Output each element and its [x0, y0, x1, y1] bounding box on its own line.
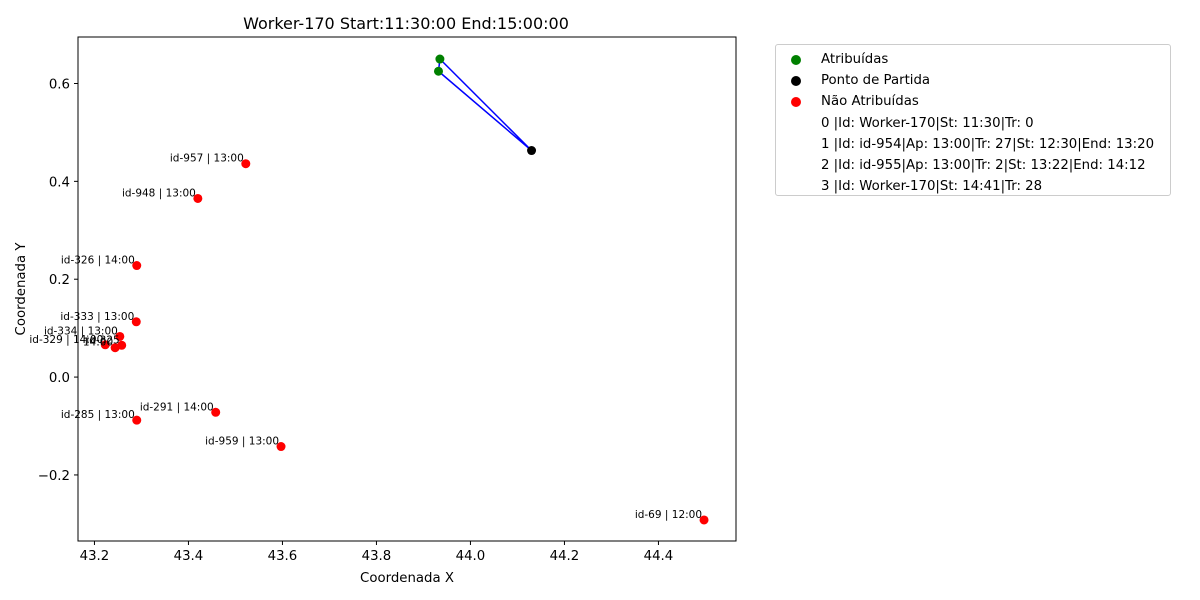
x-tick-label: 44.2 [550, 549, 580, 564]
route-layer [437, 57, 533, 152]
legend-item-assigned: Atribuídas [776, 49, 1170, 70]
y-tick-label: 0.4 [49, 175, 70, 190]
data-point [699, 515, 709, 525]
point-label: id-957 | 13:00 [170, 153, 244, 165]
point-label: id-329 | 14:00 [29, 334, 103, 346]
legend-label: 0 |Id: Worker-170|St: 11:30|Tr: 0 [821, 115, 1034, 131]
x-tick-label: 43.2 [80, 549, 110, 564]
point-label: 14:00 [83, 337, 113, 349]
green-dot-icon [791, 54, 801, 65]
x-tick-label: 44.4 [644, 549, 674, 564]
point-label: id-285 | 13:00 [61, 409, 135, 421]
y-tick-label: −0.2 [38, 469, 70, 484]
legend-label: Ponto de Partida [821, 73, 931, 89]
point-label: id-948 | 13:00 [122, 187, 196, 199]
y-tick-label: 0.0 [49, 371, 70, 386]
point-label: id-334 | 13:00 [44, 325, 118, 337]
data-point [100, 340, 110, 350]
legend: Atribuídas Ponto de Partida Não Atribuíd… [775, 44, 1171, 196]
legend-label: 1 |Id: id-954|Ap: 13:00|Tr: 27|St: 12:30… [821, 136, 1155, 152]
point-label: id-333 | 13:00 [60, 311, 134, 323]
black-dot-icon [791, 75, 801, 86]
legend-item-route-3: 3 |Id: Worker-170|St: 14:41|Tr: 28 [776, 176, 1170, 197]
y-axis-label: Coordenada Y [14, 242, 29, 336]
y-tick-label: 0.6 [49, 77, 70, 92]
point-label: id-291 | 14:00 [140, 401, 214, 413]
legend-item-start: Ponto de Partida [776, 70, 1170, 91]
data-point [115, 331, 125, 341]
axes-area: 43.2 43.4 43.6 43.8 44.0 44.2 44.4 −0.2 0.0 0.2 0.… [38, 36, 737, 564]
x-tick-label: 43.4 [174, 549, 204, 564]
data-point [433, 66, 443, 76]
data-point [211, 407, 221, 417]
legend-label: 3 |Id: Worker-170|St: 14:41|Tr: 28 [821, 179, 1043, 195]
legend-item-route-1: 1 |Id: id-954|Ap: 13:00|Tr: 27|St: 12:30… [776, 134, 1170, 155]
x-tick-label: 44.0 [456, 549, 486, 564]
point-label: id-326 | 14:00 [61, 255, 135, 267]
point-label: id-325 [86, 334, 119, 346]
data-point [131, 317, 141, 327]
x-axis-label: Coordenada X [360, 571, 454, 586]
data-point [193, 193, 203, 203]
data-point [241, 159, 251, 169]
data-point [527, 146, 537, 156]
legend-label: Atribuídas [821, 52, 889, 68]
route-line [437, 57, 533, 152]
point-label: id-69 | 12:00 [635, 509, 702, 521]
data-point [276, 442, 286, 452]
points-layer [100, 54, 709, 525]
data-point [435, 54, 445, 64]
legend-item-unassigned: Não Atribuídas [776, 91, 1170, 112]
legend-label: Não Atribuídas [821, 94, 919, 110]
point-labels-layer: id-957 | 13:00 id-948 | 13:00 id-326 | 14:… [29, 153, 702, 521]
legend-item-route-2: 2 |Id: id-955|Ap: 13:00|Tr: 2|St: 13:22|… [776, 155, 1170, 176]
y-tick-label: 0.2 [49, 273, 70, 288]
legend-label: 2 |Id: id-955|Ap: 13:00|Tr: 2|St: 13:22|… [821, 158, 1146, 174]
point-label: id-959 | 13:00 [205, 436, 279, 448]
data-point [110, 343, 120, 353]
legend-item-route-0: 0 |Id: Worker-170|St: 11:30|Tr: 0 [776, 113, 1170, 134]
x-tick-label: 43.6 [268, 549, 298, 564]
x-tick-label: 43.8 [362, 549, 392, 564]
data-point [132, 261, 142, 271]
data-point [132, 415, 142, 425]
red-dot-icon [791, 96, 801, 107]
chart-title: Worker-170 Start:11:30:00 End:15:00:00 [243, 14, 569, 33]
plot-frame [77, 36, 737, 542]
